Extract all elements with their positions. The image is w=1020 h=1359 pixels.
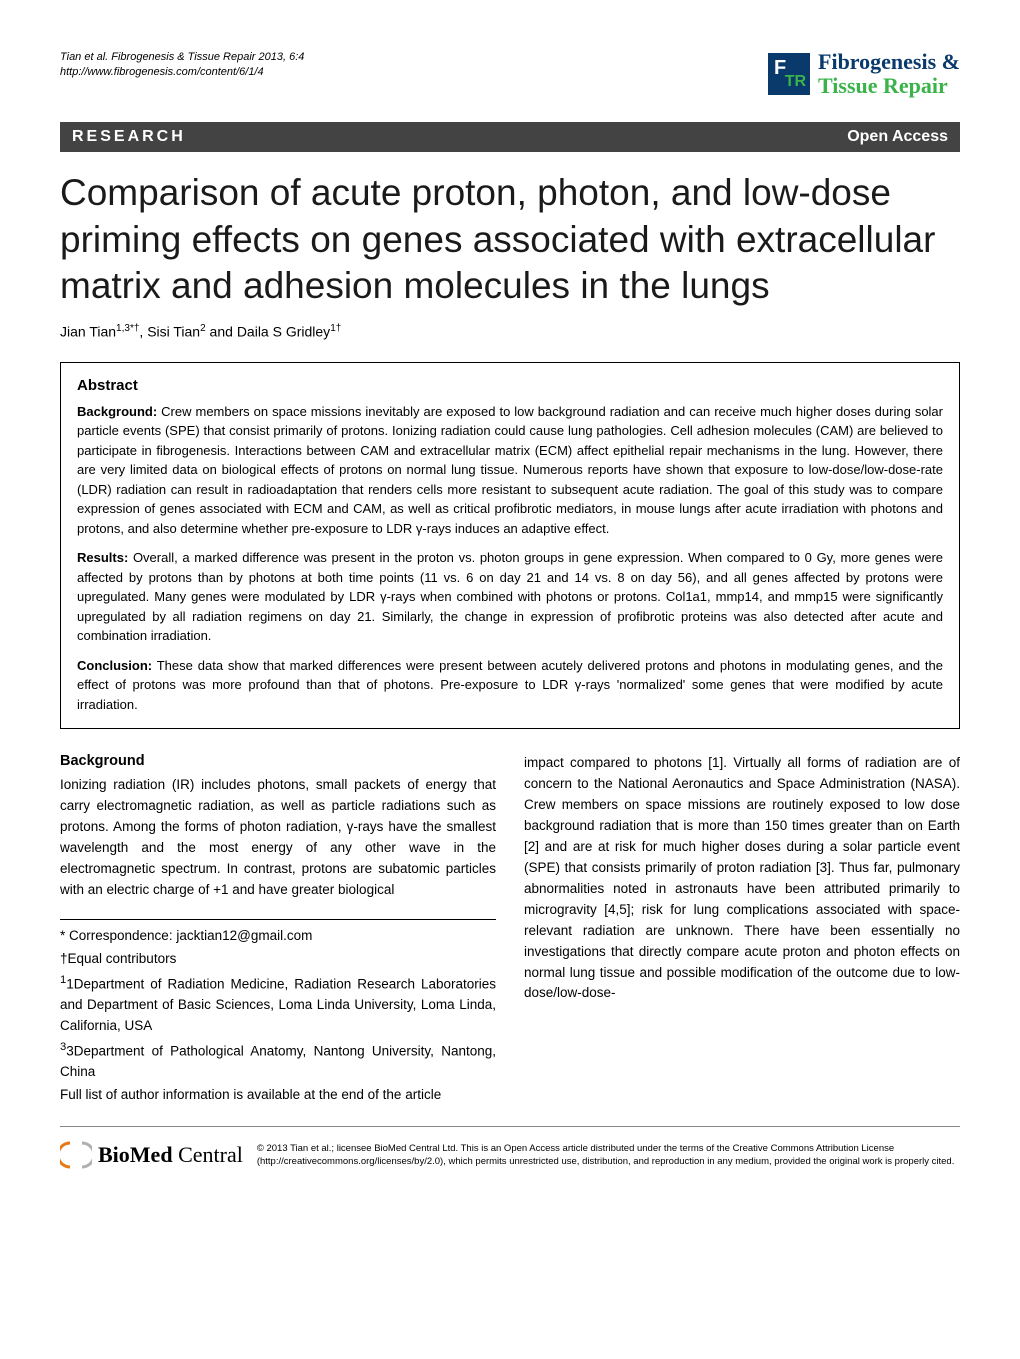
affiliation-3: 33Department of Pathological Anatomy, Na… [60,1039,496,1083]
background-heading: Background [60,753,496,769]
abstract-res-label: Results: [77,550,128,565]
abstract-box: Abstract Background: Crew members on spa… [60,362,960,730]
author-list: Jian Tian1,3*†, Sisi Tian2 and Daila S G… [60,323,960,340]
abstract-bg-label: Background: [77,404,157,419]
author-3-aff: 1† [330,323,341,334]
abstract-heading: Abstract [77,377,943,394]
citation-block: Tian et al. Fibrogenesis & Tissue Repair… [60,50,304,81]
background-para-2: impact compared to photons [1]. Virtuall… [524,753,960,1004]
author-info-note: Full list of author information is avail… [60,1085,496,1106]
author-2-aff: 2 [200,323,206,334]
correspondence: * Correspondence: jacktian12@gmail.com [60,926,496,947]
abstract-results: Results: Overall, a marked difference wa… [77,548,943,646]
bmc-name-1: BioMed [98,1142,173,1167]
bmc-brackets-icon [60,1139,92,1171]
abstract-conclusion: Conclusion: These data show that marked … [77,656,943,715]
abstract-background: Background: Crew members on space missio… [77,402,943,539]
page-header: Tian et al. Fibrogenesis & Tissue Repair… [60,50,960,98]
abstract-res-text: Overall, a marked difference was present… [77,550,943,643]
journal-logo-text: Fibrogenesis & Tissue Repair [818,50,960,98]
column-right: impact compared to photons [1]. Virtuall… [524,753,960,1108]
equal-contrib: †Equal contributors [60,949,496,970]
category-label: RESEARCH [72,128,186,146]
abstract-con-label: Conclusion: [77,658,152,673]
bmc-name-2: Central [173,1142,243,1167]
bmc-text: BioMed Central [98,1142,243,1168]
author-1: Jian Tian [60,324,116,340]
article-title: Comparison of acute proton, photon, and … [60,170,960,309]
abstract-con-text: These data show that marked differences … [77,658,943,712]
column-left: Background Ionizing radiation (IR) inclu… [60,753,496,1108]
author-3: Daila S Gridley [237,324,330,340]
background-para-1: Ionizing radiation (IR) includes photons… [60,775,496,901]
journal-logo-icon [768,53,810,95]
abstract-bg-text: Crew members on space missions inevitabl… [77,404,943,536]
citation-text: Tian et al. Fibrogenesis & Tissue Repair… [60,50,304,65]
open-access-label: Open Access [847,128,948,146]
author-1-aff: 1,3*† [116,323,139,334]
citation-url: http://www.fibrogenesis.com/content/6/1/… [60,65,304,80]
affiliation-1: 11Department of Radiation Medicine, Radi… [60,972,496,1037]
license-text: © 2013 Tian et al.; licensee BioMed Cent… [257,1142,960,1169]
journal-name-line1: Fibrogenesis & [818,49,960,74]
biomed-central-logo: BioMed Central [60,1139,243,1171]
journal-logo: Fibrogenesis & Tissue Repair [768,50,960,98]
footnotes: * Correspondence: jacktian12@gmail.com †… [60,919,496,1106]
author-2: Sisi Tian [147,324,200,340]
publisher-row: BioMed Central © 2013 Tian et al.; licen… [60,1126,960,1171]
body-columns: Background Ionizing radiation (IR) inclu… [60,753,960,1108]
category-bar: RESEARCH Open Access [60,122,960,152]
journal-name-line2: Tissue Repair [818,73,948,98]
